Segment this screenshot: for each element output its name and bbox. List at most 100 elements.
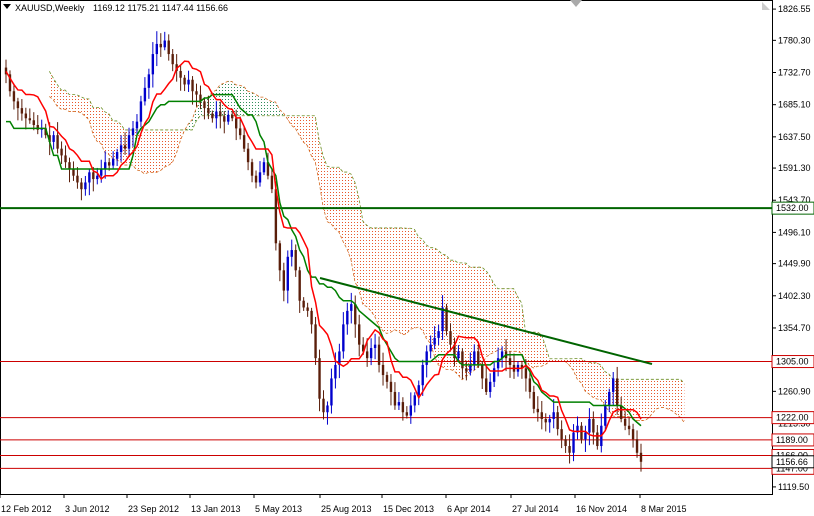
cloud-segment — [513, 288, 518, 352]
candle-body — [619, 405, 623, 419]
dropdown-arrow-icon[interactable] — [3, 4, 11, 9]
cloud-segment — [100, 107, 105, 153]
candle-body — [44, 128, 47, 136]
cloud-segment — [648, 379, 653, 419]
cloud-segment — [505, 288, 510, 352]
cloud-segment — [152, 129, 157, 173]
cloud-segment — [223, 81, 228, 116]
candle-body — [389, 381, 393, 392]
candle-body — [488, 381, 492, 392]
cloud-segment — [426, 245, 431, 344]
cloud-segment — [652, 379, 657, 414]
cloud-segment — [370, 227, 375, 317]
level-tag: 1189.00 — [771, 433, 814, 447]
cloud-segment — [485, 270, 490, 358]
candle-body — [76, 175, 79, 183]
y-tick-label: 1354.70 — [778, 323, 811, 333]
y-tick-label: 1260.90 — [778, 386, 811, 396]
x-tick-label: 25 Aug 2013 — [321, 504, 372, 514]
level-tag-label: 1147.00 — [776, 463, 808, 473]
cloud-segment — [291, 115, 296, 129]
candle-body — [92, 172, 95, 180]
candle-body — [68, 162, 71, 169]
candle-body — [469, 364, 472, 372]
candle-body — [159, 43, 162, 48]
candle-body — [524, 368, 528, 379]
candle-body — [401, 402, 405, 413]
candle-body — [623, 418, 627, 426]
cloud-segment — [148, 129, 153, 173]
cloud-segment — [331, 167, 336, 229]
candle-body — [64, 155, 67, 163]
candle-body — [96, 175, 99, 180]
cloud-segment — [61, 89, 66, 110]
cloud-segment — [402, 227, 407, 335]
candle-body — [32, 120, 35, 126]
cloud-segment — [529, 332, 534, 368]
candle-body — [608, 391, 611, 406]
candle-body — [342, 324, 345, 352]
candle-body — [326, 405, 329, 413]
candle-body — [433, 337, 436, 345]
cloud-segment — [644, 379, 649, 421]
candle-body — [500, 351, 504, 359]
candle-body — [520, 364, 524, 369]
chart-ohlc: 1169.12 1175.21 1147.44 1156.66 — [93, 3, 228, 13]
candle-body — [115, 152, 119, 159]
candle-body — [119, 145, 123, 153]
cloud-segment — [362, 221, 367, 307]
candle-body — [219, 111, 222, 117]
candle-body — [405, 412, 409, 416]
candle-body — [441, 307, 444, 332]
cloud-segment — [354, 182, 359, 290]
candle-body — [485, 378, 488, 392]
candle-body — [167, 40, 170, 55]
cloud-segment — [446, 255, 451, 370]
cloud-segment — [573, 358, 578, 380]
cloud-segment — [346, 172, 351, 260]
cloud-segment — [481, 267, 486, 365]
candle-body — [631, 429, 635, 440]
candle-body — [580, 425, 583, 440]
candle-body — [397, 402, 401, 406]
current-price-label: 1156.66 — [776, 457, 808, 467]
cloud-segment — [315, 115, 320, 183]
candle-body — [270, 175, 274, 190]
candle-body — [183, 77, 186, 85]
scroll-up-arrow-icon[interactable] — [570, 0, 582, 7]
candle-body — [604, 405, 607, 426]
candle-body — [88, 172, 91, 183]
cloud-segment — [267, 99, 272, 116]
cloud-segment — [549, 358, 554, 362]
cloud-segment — [53, 78, 58, 107]
x-tick-label: 15 Dec 2013 — [383, 504, 434, 514]
candle-body — [60, 148, 63, 156]
candle-body — [449, 331, 452, 345]
y-tick-label: 1685.10 — [778, 100, 811, 110]
candle-body — [425, 351, 428, 365]
candle-body — [278, 243, 282, 271]
span-a-line — [49, 80, 685, 423]
candle-body — [496, 358, 500, 369]
candle-body — [346, 310, 349, 325]
trendline-group — [319, 277, 653, 365]
candle-body — [528, 378, 532, 392]
cloud-segment — [96, 107, 101, 144]
indicator-lines — [5, 60, 642, 437]
candle-body — [80, 182, 83, 190]
candle-body — [409, 405, 413, 416]
cloud-segment — [668, 379, 673, 411]
candle-body — [163, 40, 166, 48]
candle-body — [568, 446, 571, 453]
candle-body — [560, 429, 563, 440]
candle-body — [314, 324, 317, 359]
cloud-segment — [386, 227, 391, 334]
level-tag-box — [771, 433, 814, 447]
cloud-segment — [430, 247, 435, 356]
cloud-segment — [307, 115, 312, 156]
cloud-segment — [676, 379, 681, 418]
candle-body — [584, 432, 587, 440]
candle-body — [334, 364, 337, 379]
candle-body — [592, 418, 595, 433]
cloud-segment — [394, 227, 399, 332]
